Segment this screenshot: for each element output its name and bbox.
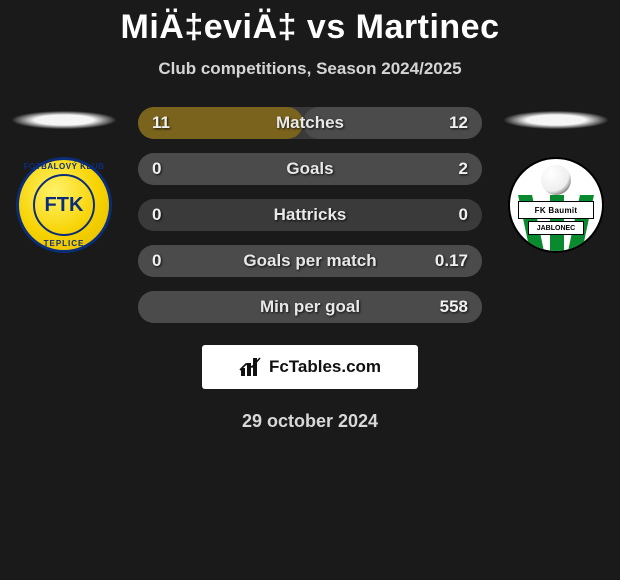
brand-text: FcTables.com (269, 357, 381, 377)
club-logo-right: FK Baumit JABLONEC (508, 157, 604, 253)
stat-label: Goals per match (138, 245, 482, 277)
stat-label: Hattricks (138, 199, 482, 231)
club-logo-right-banner1: FK Baumit (518, 201, 594, 219)
club-logo-left: FOTBALOVÝ KLUB FTK TEPLICE (16, 157, 112, 253)
club-logo-left-mono: FTK (33, 174, 95, 236)
stat-label: Goals (138, 153, 482, 185)
player-silhouette-base-right (504, 111, 608, 129)
left-club-column: FOTBALOVÝ KLUB FTK TEPLICE (8, 107, 120, 253)
stat-value-right: 2 (459, 153, 468, 185)
brand-badge: FcTables.com (202, 345, 418, 389)
stat-value-right: 0.17 (435, 245, 468, 277)
right-club-column: FK Baumit JABLONEC (500, 107, 612, 253)
subtitle: Club competitions, Season 2024/2025 (0, 59, 620, 79)
stat-value-right: 12 (449, 107, 468, 139)
stat-label: Matches (138, 107, 482, 139)
date-label: 29 october 2024 (0, 411, 620, 432)
stat-bar: 11Matches12 (138, 107, 482, 139)
stat-label: Min per goal (138, 291, 482, 323)
club-logo-left-ringbottom: TEPLICE (19, 239, 109, 248)
stat-value-right: 558 (440, 291, 468, 323)
bar-chart-icon (239, 356, 263, 378)
stat-bar: Min per goal558 (138, 291, 482, 323)
stats-column: 11Matches120Goals20Hattricks00Goals per … (138, 107, 482, 323)
player-silhouette-base-left (12, 111, 116, 129)
stat-bar: 0Hattricks0 (138, 199, 482, 231)
stat-bar: 0Goals2 (138, 153, 482, 185)
comparison-infographic: MiÄ‡eviÄ‡ vs Martinec Club competitions,… (0, 0, 620, 432)
club-logo-right-banner2: JABLONEC (528, 221, 584, 235)
main-row: FOTBALOVÝ KLUB FTK TEPLICE 11Matches120G… (0, 107, 620, 323)
soccer-ball-icon (541, 165, 571, 195)
stat-bar: 0Goals per match0.17 (138, 245, 482, 277)
stat-value-right: 0 (459, 199, 468, 231)
page-title: MiÄ‡eviÄ‡ vs Martinec (0, 8, 620, 47)
club-logo-left-ringtop: FOTBALOVÝ KLUB (19, 162, 109, 171)
